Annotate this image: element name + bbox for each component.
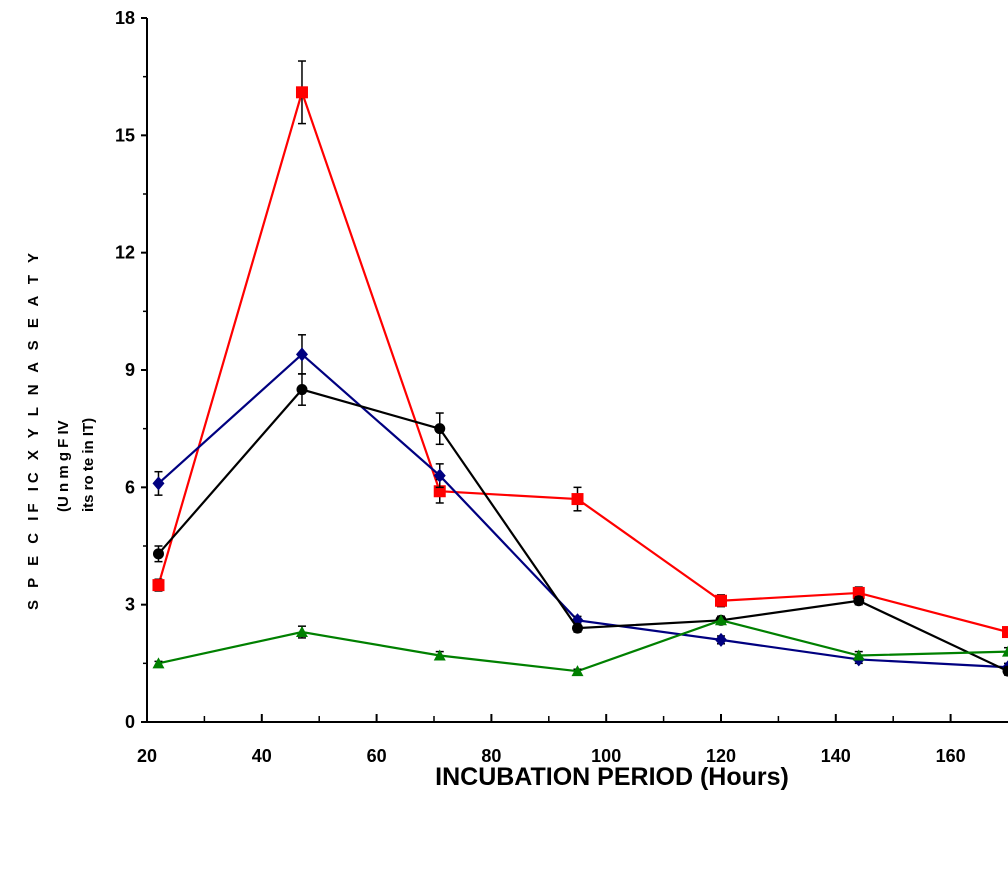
x-tick-label: 40 xyxy=(252,746,272,766)
x-tick-label: 160 xyxy=(936,746,966,766)
circle-marker xyxy=(853,595,864,606)
square-marker xyxy=(1002,626,1008,638)
axes: 0 3 6 9 12 15 18 20 40 60 80 100 120 140 160 xyxy=(115,8,1008,766)
y-axis-label-main: S P E C IF IC X Y L N A S E A T Y xyxy=(25,249,42,610)
triangle-marker xyxy=(296,626,308,637)
y-axis-label: S P E C IF IC X Y L N A S E A T Y (U n m… xyxy=(25,249,97,610)
circle-marker xyxy=(434,423,445,434)
series-1 xyxy=(152,61,1008,638)
x-tick-label: 80 xyxy=(481,746,501,766)
square-marker xyxy=(715,595,727,607)
series-line xyxy=(158,390,1008,672)
y-tick-label: 3 xyxy=(125,595,135,615)
x-tick-label: 120 xyxy=(706,746,736,766)
x-tick-label: 20 xyxy=(137,746,157,766)
circle-marker xyxy=(153,548,164,559)
y-axis-label-line2: (U n m g F IV xyxy=(55,420,72,512)
square-marker xyxy=(296,86,308,98)
x-tick-label: 60 xyxy=(367,746,387,766)
x-tick-label: 100 xyxy=(591,746,621,766)
y-tick-label: 0 xyxy=(125,712,135,732)
diamond-marker xyxy=(715,633,727,647)
y-tick-label: 12 xyxy=(115,243,135,263)
y-tick-label: 18 xyxy=(115,8,135,28)
circle-marker xyxy=(296,384,307,395)
y-tick-label: 6 xyxy=(125,477,135,497)
y-tick-label: 15 xyxy=(115,125,135,145)
series-3 xyxy=(153,374,1008,677)
y-tick-label: 9 xyxy=(125,360,135,380)
circle-marker xyxy=(572,623,583,634)
square-marker xyxy=(152,579,164,591)
series-line xyxy=(158,92,1008,632)
square-marker xyxy=(572,493,584,505)
y-axis-label-line3: its ro te in IT) xyxy=(80,418,97,512)
x-axis-label: INCUBATION PERIOD (Hours) xyxy=(435,763,789,791)
x-tick-label: 140 xyxy=(821,746,851,766)
